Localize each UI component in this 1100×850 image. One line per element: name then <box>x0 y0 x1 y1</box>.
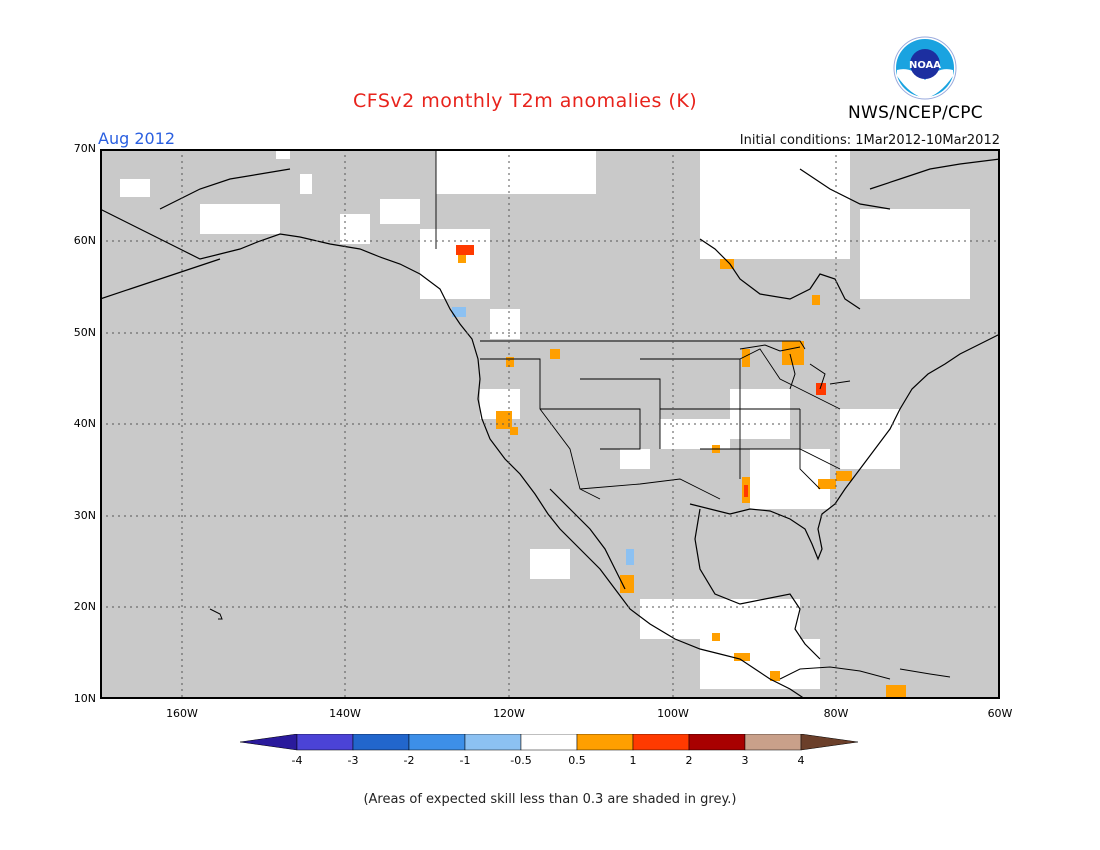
islands <box>209 608 951 680</box>
anomaly-map <box>100 149 1000 699</box>
gridlines <box>100 149 1000 699</box>
colorbar-bin <box>296 734 354 751</box>
lat-label: 40N <box>73 417 96 430</box>
colorbar-tick-label: 3 <box>742 754 749 767</box>
colorbar-bin <box>576 734 634 751</box>
lat-label: 30N <box>73 509 96 522</box>
lat-label: 60N <box>73 234 96 247</box>
initial-conditions: Initial conditions: 1Mar2012-10Mar2012 <box>739 133 1000 148</box>
lon-label: 120W <box>493 707 525 720</box>
colorbar-tick-label: 2 <box>686 754 693 767</box>
colorbar-tick-label: 0.5 <box>568 754 586 767</box>
map-title: CFSv2 monthly T2m anomalies (K) <box>353 90 698 112</box>
colorbar-bin <box>464 734 522 751</box>
colorbar-arrow-high <box>800 734 859 751</box>
colorbar-bin <box>632 734 690 751</box>
map-frame <box>100 149 1000 699</box>
lat-label: 70N <box>73 142 96 155</box>
logo-text: NOAA <box>909 60 941 71</box>
lat-label: 50N <box>73 326 96 339</box>
lon-label: 80W <box>823 707 849 720</box>
anomaly-cells <box>452 245 906 699</box>
colorbar-tick-label: 4 <box>798 754 805 767</box>
skill-note: (Areas of expected skill less than 0.3 a… <box>363 792 737 807</box>
colorbar-bin <box>688 734 746 751</box>
lat-label: 20N <box>73 600 96 613</box>
colorbar-tick-label: -2 <box>404 754 415 767</box>
colorbar-tick-label: -3 <box>348 754 359 767</box>
lon-label: 160W <box>166 707 198 720</box>
lon-label: 100W <box>657 707 689 720</box>
colorbar-bin <box>744 734 802 751</box>
colorbar-arrow-low <box>240 734 298 751</box>
colorbar-bin <box>352 734 410 751</box>
coastlines <box>100 158 1000 699</box>
lon-label: 60W <box>987 707 1013 720</box>
lakes <box>739 344 851 390</box>
lon-label: 140W <box>329 707 361 720</box>
colorbar: -4 -3 -2 -1 -0.5 0.5 1 2 3 4 <box>240 734 859 767</box>
colorbar-bin <box>408 734 466 751</box>
colorbar-tick-label: 1 <box>630 754 637 767</box>
org-label: NWS/NCEP/CPC <box>848 103 983 123</box>
colorbar-tick-label: -1 <box>460 754 471 767</box>
colorbar-tick-label: -0.5 <box>510 754 531 767</box>
colorbar-bin <box>520 734 578 751</box>
noaa-logo: NOAA <box>893 36 957 100</box>
lat-label: 10N <box>73 692 96 705</box>
month-label: Aug 2012 <box>98 129 176 148</box>
colorbar-tick-label: -4 <box>292 754 303 767</box>
